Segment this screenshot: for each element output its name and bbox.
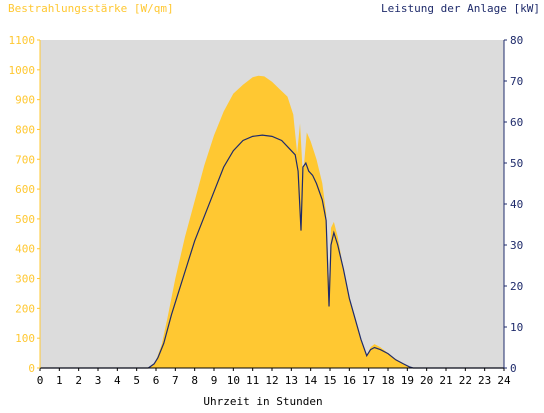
- x-tick-label: 22: [459, 374, 472, 387]
- x-tick-label: 6: [153, 374, 160, 387]
- x-tick-label: 5: [133, 374, 140, 387]
- x-tick-label: 17: [362, 374, 375, 387]
- x-tick-label: 14: [304, 374, 318, 387]
- left-tick-label: 1000: [9, 64, 36, 77]
- x-tick-label: 16: [343, 374, 356, 387]
- left-tick-label: 0: [28, 362, 35, 375]
- left-tick-label: 100: [15, 332, 35, 345]
- x-tick-label: 12: [265, 374, 278, 387]
- left-tick-label: 600: [15, 183, 35, 196]
- right-tick-label: 30: [510, 239, 523, 252]
- x-tick-label: 10: [227, 374, 240, 387]
- tick-labels: 0 1 2 3 4 5 6 7 8 9 10 11 12 13 14 15 16 17 18 19 20 21 22 23 24…: [9, 34, 524, 387]
- left-axis-title: Bestrahlungsstärke [W/qm]: [8, 2, 174, 15]
- right-tick-label: 20: [510, 280, 523, 293]
- left-tick-label: 800: [15, 123, 35, 136]
- x-tick-label: 0: [37, 374, 44, 387]
- x-tick-label: 7: [172, 374, 179, 387]
- x-tick-label: 19: [401, 374, 414, 387]
- x-tick-label: 20: [420, 374, 433, 387]
- right-tick-label: 50: [510, 157, 523, 170]
- x-tick-label: 23: [478, 374, 491, 387]
- x-tick-label: 8: [191, 374, 198, 387]
- x-tick-label: 9: [211, 374, 218, 387]
- x-tick-label: 2: [75, 374, 82, 387]
- left-tick-label: 900: [15, 94, 35, 107]
- x-tick-label: 13: [285, 374, 298, 387]
- x-tick-label: 1: [56, 374, 63, 387]
- right-tick-label: 80: [510, 34, 523, 47]
- x-tick-label: 18: [381, 374, 394, 387]
- right-tick-label: 0: [510, 362, 517, 375]
- x-tick-label: 11: [246, 374, 259, 387]
- x-tick-label: 24: [497, 374, 511, 387]
- x-tick-label: 4: [114, 374, 121, 387]
- left-tick-label: 700: [15, 153, 35, 166]
- right-tick-label: 70: [510, 75, 523, 88]
- left-tick-label: 200: [15, 302, 35, 315]
- left-tick-label: 300: [15, 273, 35, 286]
- x-tick-label: 15: [323, 374, 336, 387]
- right-tick-label: 40: [510, 198, 523, 211]
- left-tick-label: 500: [15, 213, 35, 226]
- x-tick-label: 3: [95, 374, 102, 387]
- x-tick-label: 21: [439, 374, 452, 387]
- right-axis-title: Leistung der Anlage [kW]: [381, 2, 540, 15]
- x-axis-title: Uhrzeit in Stunden: [203, 395, 322, 408]
- power-line: [40, 134, 504, 369]
- left-tick-label: 400: [15, 243, 35, 256]
- irradiance-area: [40, 75, 504, 368]
- right-tick-label: 10: [510, 321, 523, 334]
- right-tick-label: 60: [510, 116, 523, 129]
- left-tick-label: 1100: [9, 34, 36, 47]
